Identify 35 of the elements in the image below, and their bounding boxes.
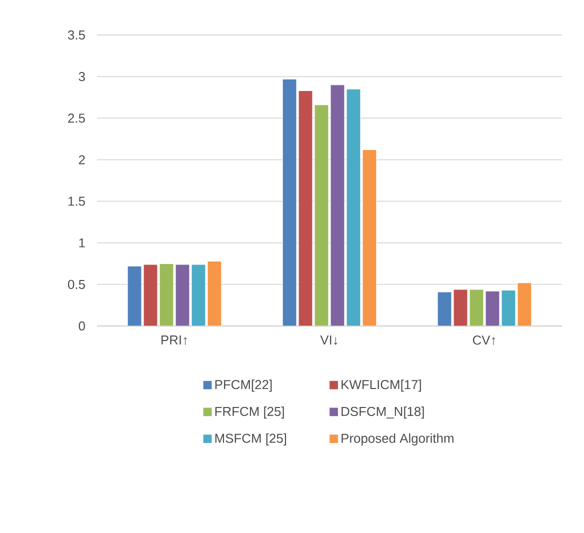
bar [282,78,297,326]
bar [127,266,142,326]
legend-label: DSFCM_N[18] [342,406,424,419]
y-tick-label: 2.5 [68,114,85,123]
bar [314,104,329,326]
legend-label: KWFLICM[17] [342,380,421,392]
x-tick-label: VI↓ [320,336,338,345]
x-tick-label: CV↑ [472,336,496,345]
bar [175,264,190,326]
bar [501,290,516,326]
y-tick-label: 3 [78,72,85,82]
legend-label: PFCM[22] [215,380,272,392]
bar [298,90,313,326]
y-tick-label: 1 [79,238,85,248]
y-tick-label: 3.5 [68,30,85,40]
bar [453,289,468,326]
x-tick-label: PRI↑ [162,336,187,345]
bar [437,292,452,326]
y-tick-label: 1.5 [68,196,85,206]
bar [207,260,222,326]
y-tick-label: 0.5 [68,280,85,290]
bar [469,289,484,326]
legend-label: FRFCM [25] [215,406,284,419]
bar [517,282,532,326]
legend-label: Proposed Algorithm [342,433,454,446]
bar [346,88,361,326]
bar [159,263,174,326]
legend-label: MSFCM [25] [215,433,286,446]
y-tick-label: 2 [78,155,85,164]
bar [485,290,500,326]
bar [362,149,377,326]
bar [143,264,158,326]
y-tick-label: 0 [78,321,85,331]
bar [330,84,345,326]
bar [191,264,206,326]
